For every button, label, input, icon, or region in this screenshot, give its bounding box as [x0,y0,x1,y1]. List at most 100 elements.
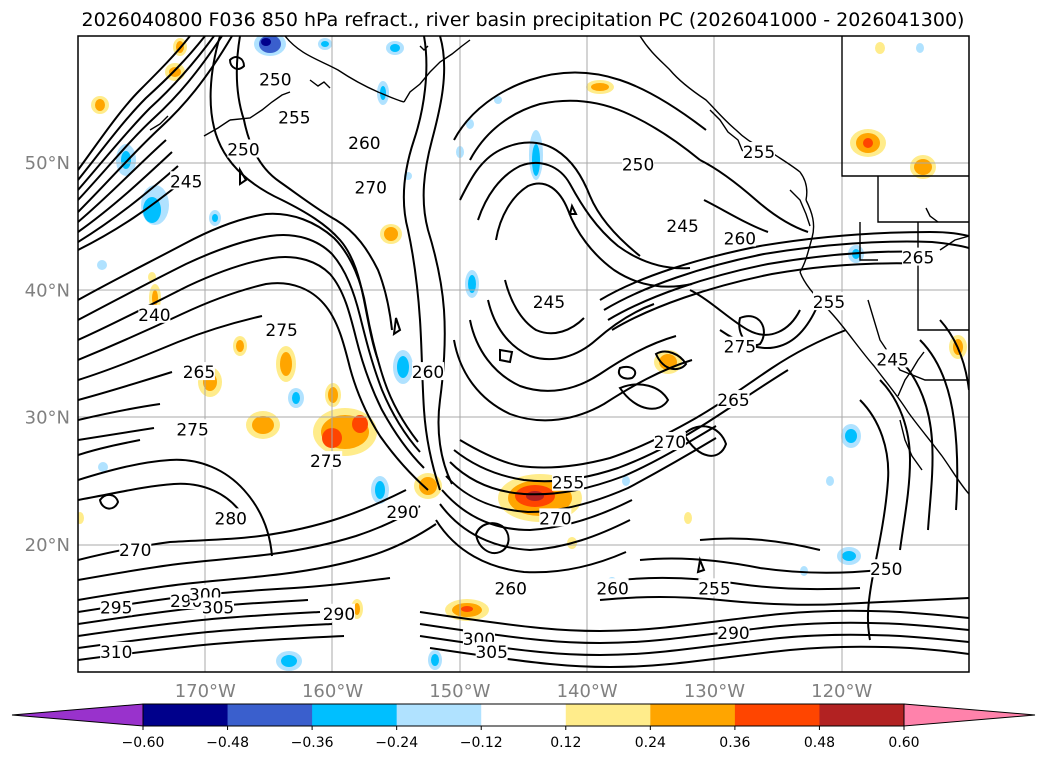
contour-label-text: 305 [202,598,234,618]
contour-label: 305 [475,641,508,663]
contour-label-bg [119,540,152,559]
contour-label-bg [348,133,381,152]
contour-label: 270 [119,540,152,561]
map-title: 2026040800 F036 850 hPa refract., river … [82,9,965,31]
contour-label-text: 255 [698,579,730,599]
contour-label: 275 [723,336,756,358]
contour-label-text: 260 [596,579,628,599]
colorbar-ticks: −0.60 −0.48 −0.36 −0.24 −0.12 0.12 0.24 0.36 0.4… [122,726,920,751]
contour-label-text: 265 [183,363,215,383]
contour-label-bg [902,247,935,266]
lat-label-0: 20°N [25,535,70,556]
contour-label-bg [354,177,387,196]
contour-label: 270 [354,177,387,199]
contour-label-text: 250 [870,560,902,580]
contour-label-text: 290 [717,624,749,644]
contour-label-bg [412,362,445,381]
colorbar-tick-label: −0.24 [375,735,418,751]
contour-label: 290 [717,622,750,644]
contour-label-text: 250 [259,71,291,91]
contour-label-bg [698,578,731,597]
contour-label-bg [723,336,756,355]
contour-label-bg [552,472,585,491]
contour-label-text: 240 [138,306,170,326]
contour-label-bg [310,451,343,470]
map-area: 250 255 260 270 250 255 245 260 245 275 265 260 240 2… [77,35,970,673]
contour-label: 255 [813,292,845,313]
contour-label-text: 255 [743,143,775,163]
colorbar-tick-label: 0.24 [635,735,666,751]
contour-label-bg [494,578,527,597]
contour-labels: 250 255 260 270 250 255 245 260 245 275 265 260 240 2… [100,69,935,663]
contour-label: 245 [876,349,909,370]
lat-label-3: 50°N [25,153,70,174]
contour-label-text: 290 [323,605,355,625]
lon-label-0: 170°W [175,681,236,702]
colorbar-tick-label: −0.60 [122,735,165,751]
contour-label-bg [100,597,133,616]
contour-label-bg [475,641,508,660]
contour-label-bg [265,320,298,339]
contour-label-text: 255 [813,293,845,313]
contour-label: 260 [412,362,444,383]
contour-label-bg [666,215,699,234]
colorbar-extend-high [903,703,1036,727]
contour-label-bg [539,508,572,527]
refractivity-contours [78,36,969,668]
contour-label-bg [596,578,629,597]
contour-label-text: 245 [533,293,565,313]
contour-label-text: 310 [100,643,132,663]
colorbar: −0.60 −0.48 −0.36 −0.24 −0.12 0.12 0.24 0.36 0.4… [11,703,1036,751]
contour-label: 250 [259,69,292,91]
contour-label-bg [532,292,565,311]
contour-label-text: 275 [310,452,342,472]
contour-label-text: 275 [724,338,756,358]
colorbar-tick-label: −0.48 [206,735,249,751]
contour-label-text: 255 [278,109,310,129]
contour-label: 260 [596,578,629,599]
contour-label: 310 [100,641,132,663]
contour-label-text: 250 [622,156,654,176]
contour-label-bg [202,597,235,616]
contour-label-text: 275 [265,321,297,341]
contour-label: 260 [348,133,381,154]
contour-label: 245 [170,171,202,192]
contour-label-text: 290 [386,503,418,523]
colorbar-tick-label: 0.60 [888,735,919,751]
contour-label: 275 [176,419,209,440]
contour-label-text: 260 [348,134,380,154]
contour-label-text: 265 [902,249,934,269]
contour-label-bg [176,419,209,438]
contour-label-text: 245 [876,350,908,370]
lon-label-1: 160°W [302,681,363,702]
contour-label: 250 [870,559,902,580]
contour-label: 265 [717,390,750,411]
colorbar-segment [396,704,482,726]
contour-label-text: 260 [412,363,444,383]
contour-label-text: 280 [215,509,247,529]
contour-label-text: 245 [170,172,202,192]
longitude-labels: 170°W 160°W 150°W 140°W 130°W 120°W [175,681,873,702]
latitude-labels: 20°N 30°N 40°N 50°N [25,153,70,556]
contour-label: 280 [215,508,247,529]
contour-label: 250 [227,139,260,160]
contour-label-bg [278,107,311,126]
lon-label-5: 120°W [811,681,872,702]
contour-label-bg [717,622,750,641]
contour-label: 265 [902,247,935,269]
colorbar-segment [650,704,736,726]
contour-label-bg [170,171,203,190]
lat-label-1: 30°N [25,408,70,429]
colorbar-tick-label: 0.12 [550,735,581,751]
lon-label-3: 140°W [557,681,618,702]
contour-label-bg [717,390,750,409]
contour-label: 255 [698,578,731,599]
contour-label: 255 [743,142,775,163]
contour-label: 250 [622,154,654,176]
colorbar-segment [481,704,567,726]
colorbar-segment [227,704,313,726]
contour-label-bg [742,142,775,161]
contour-label-bg [812,292,845,311]
contour-label-bg [386,502,419,520]
